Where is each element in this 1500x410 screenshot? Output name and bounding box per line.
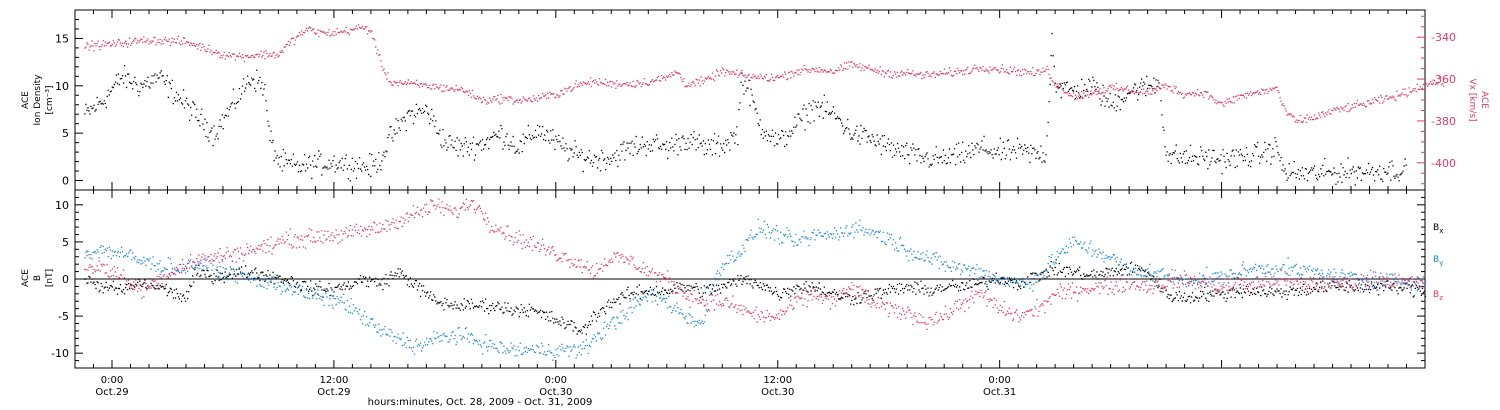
x-tick-time: 12:00 [763,375,792,386]
density-tick-label: 10 [55,80,69,93]
x-tick-date: Oct.29 [95,387,128,398]
time-axis: 0:00Oct.2912:00Oct.290:00Oct.3012:00Oct.… [74,10,1426,398]
magnetic-field-panel: 10 5 0 -5 -10 ACE B [nT] Bx By Bz [21,189,1443,369]
density-label-line: [cm⁻³] [45,85,55,114]
density-label-line: Ion Density [33,74,43,126]
vx-tick-label: -360 [1431,73,1456,86]
x-tick-date: Oct.30 [539,387,572,398]
x-tick-time: 0:00 [101,375,123,386]
b-axis-label: ACE B [nT] [21,269,55,287]
density-tick-label: 0 [62,175,69,188]
x-axis-title: hours:minutes, Oct. 28, 2009 - Oct. 31, … [368,397,593,408]
vx-tick-label: -380 [1431,115,1456,128]
density-tick-label: 15 [55,32,69,45]
b-tick-label: 0 [62,273,69,286]
x-tick-date: Oct.31 [983,387,1016,398]
vx-tick-label: -400 [1431,157,1456,170]
x-tick-time: 0:00 [988,375,1010,386]
x-tick-time: 12:00 [319,375,348,386]
vx-label-line: ACE [1479,91,1489,109]
x-tick-time: 0:00 [545,375,567,386]
legend-bx: Bx [1433,223,1443,235]
b-tick-label: 10 [55,199,69,212]
b-label-line: [nT] [45,269,55,287]
density-axis-label: ACE Ion Density [cm⁻³] [21,74,55,126]
density-tick-label: 5 [62,127,69,140]
vx-label-line: Vx [km/s] [1467,78,1477,121]
b-tick-label: -5 [58,310,69,323]
legend-by: By [1433,255,1443,267]
density-label-line: ACE [21,91,31,109]
b-tick-label: -10 [51,347,69,360]
b-label-line: ACE [21,269,31,287]
legend-bz: Bz [1433,290,1443,302]
x-tick-date: Oct.30 [761,387,794,398]
vx-tick-label: -340 [1431,31,1456,44]
x-tick-date: Oct.29 [317,387,350,398]
b-label-line: B [33,275,43,281]
b-tick-label: 5 [62,236,69,249]
